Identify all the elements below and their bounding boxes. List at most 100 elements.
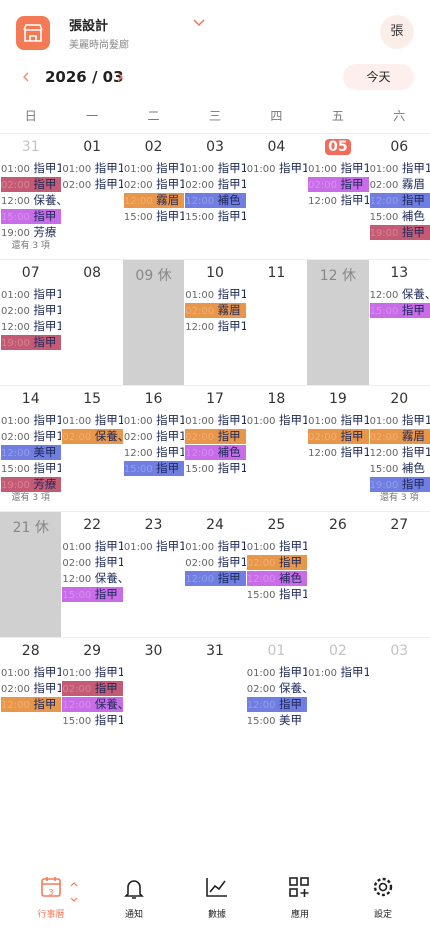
event[interactable]: 02:00 指甲1: [1, 681, 61, 696]
event[interactable]: 12:00 保養、: [1, 193, 61, 208]
more-events[interactable]: 還有 3 項: [11, 493, 50, 503]
event[interactable]: 12:00 指甲: [246, 697, 308, 712]
day-cell[interactable]: 07 01:00 指甲1 02:00 指甲1 12:00 指甲1 19:00 指甲: [0, 259, 62, 385]
event[interactable]: 15:00 指甲1: [185, 209, 245, 224]
event[interactable]: 12:00 指甲1: [370, 445, 430, 460]
day-cell[interactable]: 23 01:00 指甲1: [122, 511, 185, 637]
event[interactable]: 15:00 指甲: [369, 303, 430, 318]
event[interactable]: 01:00 指甲1: [308, 161, 368, 176]
event[interactable]: 02:00 指甲1: [1, 429, 61, 444]
event[interactable]: 01:00 指甲1: [247, 161, 307, 176]
event[interactable]: 15:00 指甲: [123, 461, 185, 476]
event[interactable]: 19:00 指甲: [369, 477, 430, 492]
event[interactable]: 19:00 指甲: [1, 335, 62, 350]
day-cell[interactable]: 27: [368, 511, 430, 637]
prev-month[interactable]: [20, 71, 32, 83]
day-cell[interactable]: 11: [245, 259, 308, 385]
event[interactable]: 12:00 指甲1: [124, 445, 184, 460]
next-month[interactable]: [114, 71, 126, 83]
event[interactable]: 12:00 指甲1: [185, 319, 245, 334]
event[interactable]: 01:00 指甲1: [62, 413, 122, 428]
day-cell[interactable]: 16 01:00 指甲1 02:00 指甲1 12:00 指甲1 15:00 指甲: [122, 385, 185, 511]
today-button[interactable]: 今天: [343, 64, 414, 90]
event[interactable]: 12:00 指甲1: [308, 193, 368, 208]
shop-dropdown[interactable]: [192, 18, 206, 28]
event[interactable]: 12:00 指甲1: [1, 319, 61, 334]
event[interactable]: 02:00 指甲1: [185, 177, 245, 192]
day-cell[interactable]: 18 01:00 指甲1: [245, 385, 308, 511]
event[interactable]: 01:00 指甲1: [308, 665, 368, 680]
event[interactable]: 12:00 保養、: [370, 287, 430, 302]
event[interactable]: 15:00 補色: [370, 461, 430, 476]
event[interactable]: 12:00 補色: [185, 193, 246, 208]
event[interactable]: 15:00 指甲1: [62, 713, 122, 728]
event[interactable]: 12:00 指甲: [185, 571, 246, 586]
nav-item[interactable]: 數據: [174, 872, 260, 922]
event[interactable]: 01:00 指甲1: [308, 413, 368, 428]
nav-item[interactable]: 應用: [257, 872, 343, 922]
event[interactable]: 01:00 指甲1: [247, 665, 307, 680]
event[interactable]: 15:00 指甲1: [1, 461, 61, 476]
event[interactable]: 12:00 指甲: [369, 193, 430, 208]
event[interactable]: 12:00 美甲: [1, 445, 62, 460]
event[interactable]: 02:00 指甲1: [62, 177, 122, 192]
event[interactable]: 19:00 芳療: [1, 225, 61, 240]
event[interactable]: 01:00 指甲1: [1, 287, 61, 302]
day-cell[interactable]: 14 01:00 指甲1 02:00 指甲1 12:00 美甲 15:00 指甲1 19:…: [0, 385, 62, 511]
event[interactable]: 01:00 指甲1: [185, 161, 245, 176]
event[interactable]: 12:00 保養、: [62, 697, 123, 712]
event[interactable]: 02:00 指甲1: [62, 555, 122, 570]
event[interactable]: 02:00 指甲1: [124, 429, 184, 444]
day-cell[interactable]: 06 01:00 指甲1 02:00 霧眉 12:00 指甲 15:00 補色 19:00…: [368, 133, 430, 259]
day-cell[interactable]: 03: [368, 637, 430, 763]
day-cell[interactable]: 25 01:00 指甲1 02:00 指甲 12:00 補色 15:00 指甲1: [245, 511, 308, 637]
event[interactable]: 02:00 霧眉: [185, 303, 246, 318]
event[interactable]: 15:00 指甲: [62, 587, 123, 602]
event[interactable]: 02:00 指甲: [308, 177, 369, 192]
event[interactable]: 15:00 指甲1: [185, 461, 245, 476]
event[interactable]: 02:00 保養、: [62, 429, 123, 444]
nav-item[interactable]: 設定: [340, 872, 426, 922]
more-events[interactable]: 還有 3 項: [380, 493, 419, 503]
nav-item[interactable]: 通知: [91, 872, 177, 922]
event[interactable]: 01:00 指甲1: [1, 161, 61, 176]
day-cell[interactable]: 19 01:00 指甲1 02:00 指甲 12:00 指甲1: [307, 385, 369, 511]
day-cell[interactable]: 28 01:00 指甲1 02:00 指甲1 12:00 指甲: [0, 637, 62, 763]
event[interactable]: 01:00 指甲1: [62, 539, 122, 554]
event[interactable]: 02:00 霧眉: [370, 177, 430, 192]
shop-name[interactable]: 張設計: [69, 19, 109, 34]
nav-toggle[interactable]: [69, 880, 79, 904]
event[interactable]: 01:00 指甲1: [124, 161, 184, 176]
event[interactable]: 02:00 霧眉: [369, 429, 430, 444]
day-cell[interactable]: 31: [184, 637, 246, 763]
day-cell[interactable]: 12 休: [307, 259, 369, 385]
day-cell[interactable]: 09 休: [122, 259, 185, 385]
event[interactable]: 01:00 指甲1: [185, 539, 245, 554]
event[interactable]: 02:00 指甲1: [124, 177, 184, 192]
event[interactable]: 15:00 指甲1: [124, 209, 184, 224]
event[interactable]: 15:00 補色: [370, 209, 430, 224]
day-cell[interactable]: 04 01:00 指甲1: [245, 133, 308, 259]
event[interactable]: 02:00 指甲: [62, 681, 123, 696]
event[interactable]: 01:00 指甲1: [62, 161, 122, 176]
event[interactable]: 15:00 指甲1: [247, 587, 307, 602]
event[interactable]: 19:00 芳療: [1, 477, 62, 492]
event[interactable]: 01:00 指甲1: [124, 539, 184, 554]
event[interactable]: 01:00 指甲1: [185, 287, 245, 302]
day-cell[interactable]: 02 01:00 指甲1 02:00 指甲1 12:00 霧眉 15:00 指甲1: [122, 133, 185, 259]
event[interactable]: 01:00 指甲1: [1, 665, 61, 680]
day-cell[interactable]: 02 01:00 指甲1: [307, 637, 369, 763]
event[interactable]: 15:00 美甲: [247, 713, 307, 728]
event[interactable]: 12:00 補色: [185, 445, 246, 460]
event[interactable]: 01:00 指甲1: [370, 161, 430, 176]
event[interactable]: 15:00 指甲: [1, 209, 62, 224]
more-events[interactable]: 還有 3 項: [11, 241, 50, 251]
event[interactable]: 02:00 指甲: [185, 429, 246, 444]
day-cell[interactable]: 20 01:00 指甲1 02:00 霧眉 12:00 指甲1 15:00 補色 19:0…: [368, 385, 430, 511]
day-cell[interactable]: 01 01:00 指甲1 02:00 指甲1: [61, 133, 123, 259]
